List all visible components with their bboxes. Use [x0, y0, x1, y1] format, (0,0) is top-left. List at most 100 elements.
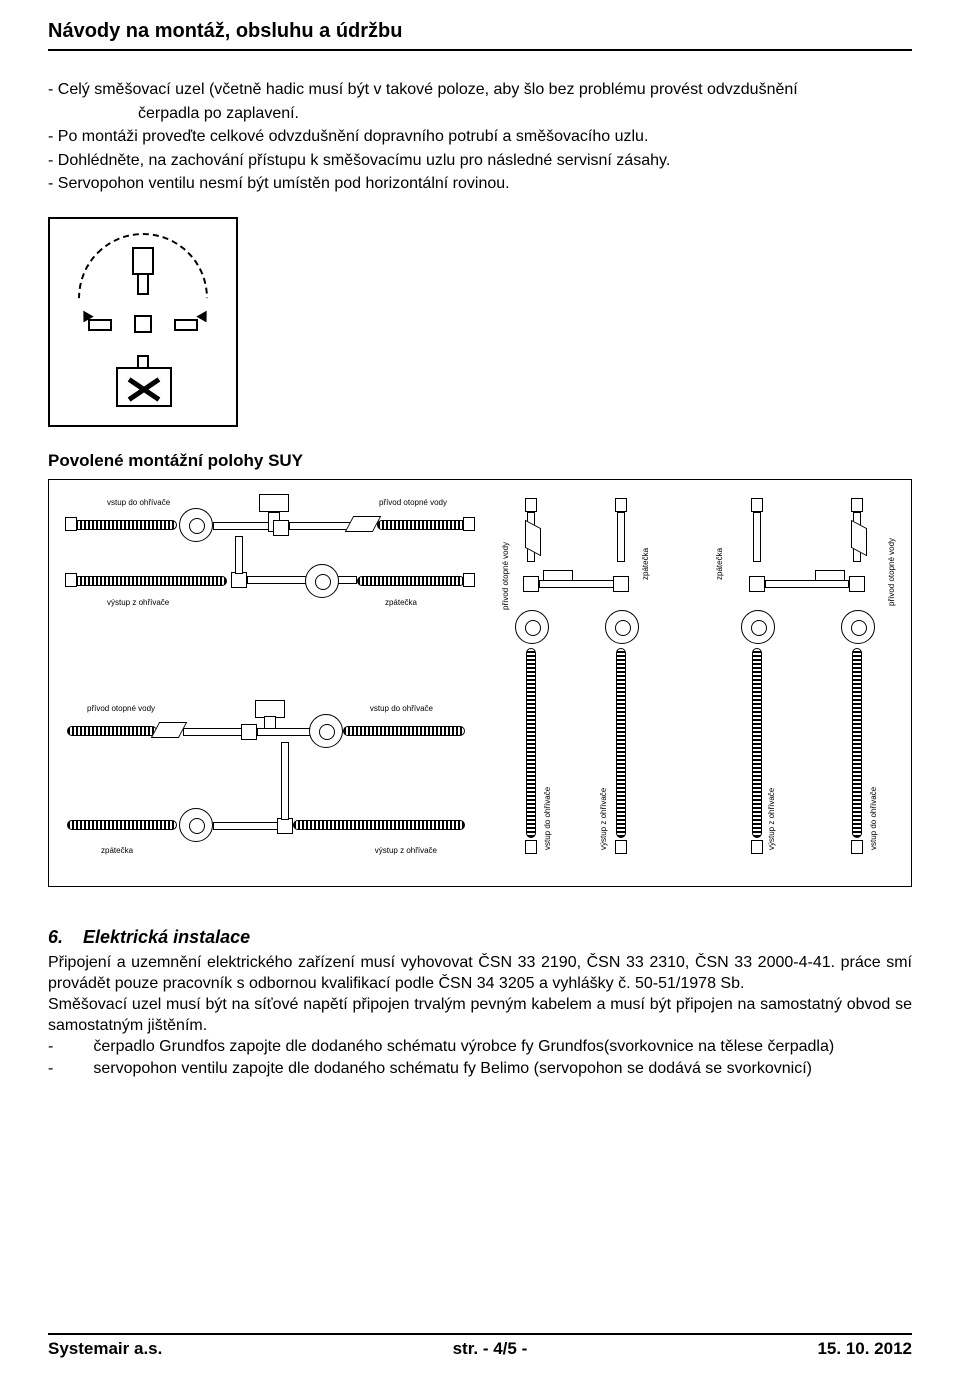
- li-dash: -: [48, 1060, 53, 1077]
- document-title: Návody na montáž, obsluhu a údržbu: [48, 20, 912, 51]
- pump-icon: [841, 610, 875, 644]
- flex-hose: [67, 820, 177, 830]
- bullet-2: - Po montáži proveďte celkové odvzdušněn…: [48, 126, 912, 148]
- label-supply-water: přívod otopné vody: [379, 498, 447, 507]
- bullet-4: - Servopohon ventilu nesmí být umístěn p…: [48, 173, 912, 195]
- fitting: [463, 573, 475, 587]
- label-inlet-heater-v2: vstup do ohřívače: [869, 750, 878, 850]
- pipe: [289, 522, 351, 530]
- pump-icon: [179, 508, 213, 542]
- strainer-icon: [151, 722, 188, 738]
- pipe: [183, 728, 243, 736]
- li2-text: servopohon ventilu zapojte dle dodaného …: [93, 1060, 812, 1077]
- valve-port-right: [174, 319, 198, 331]
- label-return: zpátečka: [385, 598, 417, 607]
- assembly-horizontal-actuator-side: přívod otopné vody vstup do ohřívače zpá…: [57, 700, 477, 880]
- flex-hose: [616, 648, 626, 838]
- valve-tee: [241, 724, 257, 740]
- footer-page-number: str. - 4/5 -: [453, 1339, 528, 1359]
- flex-hose: [752, 648, 762, 838]
- li1-text: čerpadlo Grundfos zapojte dle dodaného s…: [93, 1038, 834, 1055]
- pump-icon: [515, 610, 549, 644]
- page: Návody na montáž, obsluhu a údržbu - Cel…: [0, 0, 960, 1379]
- fitting: [615, 498, 627, 512]
- label-return-v2: zpátečka: [715, 520, 724, 580]
- tee-fitting: [613, 576, 629, 592]
- label-outlet-heater: výstup z ohřívače: [107, 598, 169, 607]
- allowed-positions-heading: Povolené montážní polohy SUY: [48, 451, 912, 471]
- actuator-head: [259, 494, 289, 512]
- section-6: 6. Elektrická instalace Připojení a uzem…: [48, 927, 912, 1079]
- mixing-valve-body: [112, 295, 174, 355]
- pump-icon: [309, 714, 343, 748]
- flex-hose: [67, 520, 177, 530]
- section-6-p1: Připojení a uzemnění elektrického zaříze…: [48, 952, 912, 994]
- pipe: [753, 512, 761, 562]
- label-supply-water-v: přívod otopné vody: [501, 520, 510, 610]
- bypass-pipe: [765, 580, 849, 588]
- label-outlet-heater: výstup z ohřívače: [375, 846, 437, 855]
- flex-hose: [67, 726, 157, 736]
- flex-hose: [377, 520, 467, 530]
- footer-company: Systemair a.s.: [48, 1339, 162, 1359]
- fitting: [65, 573, 77, 587]
- fitting: [65, 517, 77, 531]
- pipe: [213, 822, 279, 830]
- fitting: [751, 840, 763, 854]
- label-outlet-heater-v: výstup z ohřívače: [599, 750, 608, 850]
- bypass-pipe: [281, 742, 289, 820]
- flex-hose: [357, 576, 465, 586]
- diagram-prohibited-position: [48, 217, 238, 427]
- flex-hose: [67, 576, 227, 586]
- valve-tee: [523, 576, 539, 592]
- label-inlet-heater: vstup do ohřívače: [107, 498, 170, 507]
- flex-hose: [526, 648, 536, 838]
- fitting: [463, 517, 475, 531]
- li-dash: -: [48, 1038, 53, 1055]
- pump-icon: [305, 564, 339, 598]
- tee-fitting: [231, 572, 247, 588]
- valve-tee: [273, 520, 289, 536]
- body-paragraphs: - Celý směšovací uzel (včetně hadic musí…: [48, 79, 912, 195]
- bullet-1-line1: - Celý směšovací uzel (včetně hadic musí…: [48, 79, 912, 101]
- footer-date: 15. 10. 2012: [817, 1339, 912, 1359]
- section-6-heading: 6. Elektrická instalace: [48, 927, 912, 948]
- pipe: [247, 576, 357, 584]
- tee-fitting: [277, 818, 293, 834]
- valve-port-top: [137, 273, 149, 295]
- label-return: zpátečka: [101, 846, 133, 855]
- section-6-li1: - čerpadlo Grundfos zapojte dle dodaného…: [108, 1036, 912, 1057]
- pipe: [617, 512, 625, 562]
- fitting: [525, 840, 537, 854]
- fitting: [751, 498, 763, 512]
- fitting: [615, 840, 627, 854]
- prohibited-cross-icon: [116, 367, 172, 407]
- section-6-number: 6.: [48, 927, 63, 947]
- bypass-pipe: [235, 536, 243, 574]
- pump-icon: [179, 808, 213, 842]
- page-footer: Systemair a.s. str. - 4/5 - 15. 10. 2012: [48, 1333, 912, 1359]
- section-6-title: Elektrická instalace: [83, 927, 250, 947]
- flex-hose: [852, 648, 862, 838]
- label-inlet-heater-v: vstup do ohřívače: [543, 750, 552, 850]
- label-return-v: zpátečka: [641, 520, 650, 580]
- fitting: [851, 498, 863, 512]
- label-supply-water-v2: přívod otopné vody: [887, 514, 896, 606]
- valve-center: [134, 315, 152, 333]
- flex-hose: [293, 820, 465, 830]
- label-supply-water: přívod otopné vody: [87, 704, 155, 713]
- bullet-1-line2: čerpadla po zaplavení.: [138, 103, 912, 125]
- valve-tee: [849, 576, 865, 592]
- pipe: [213, 522, 273, 530]
- pipe: [257, 728, 313, 736]
- fitting: [525, 498, 537, 512]
- bypass-pipe: [539, 580, 617, 588]
- pump-icon: [741, 610, 775, 644]
- diagram-allowed-positions: vstup do ohřívače přívod otopné vody výs…: [48, 479, 912, 887]
- valve-port-left: [88, 319, 112, 331]
- assemblies-vertical: přívod otopné vody zpátečka vstup do ohř…: [501, 490, 901, 878]
- actuator-head: [132, 247, 154, 275]
- pump-icon: [605, 610, 639, 644]
- section-6-li2: - servopohon ventilu zapojte dle dodanéh…: [108, 1058, 912, 1079]
- strainer-icon: [345, 516, 382, 532]
